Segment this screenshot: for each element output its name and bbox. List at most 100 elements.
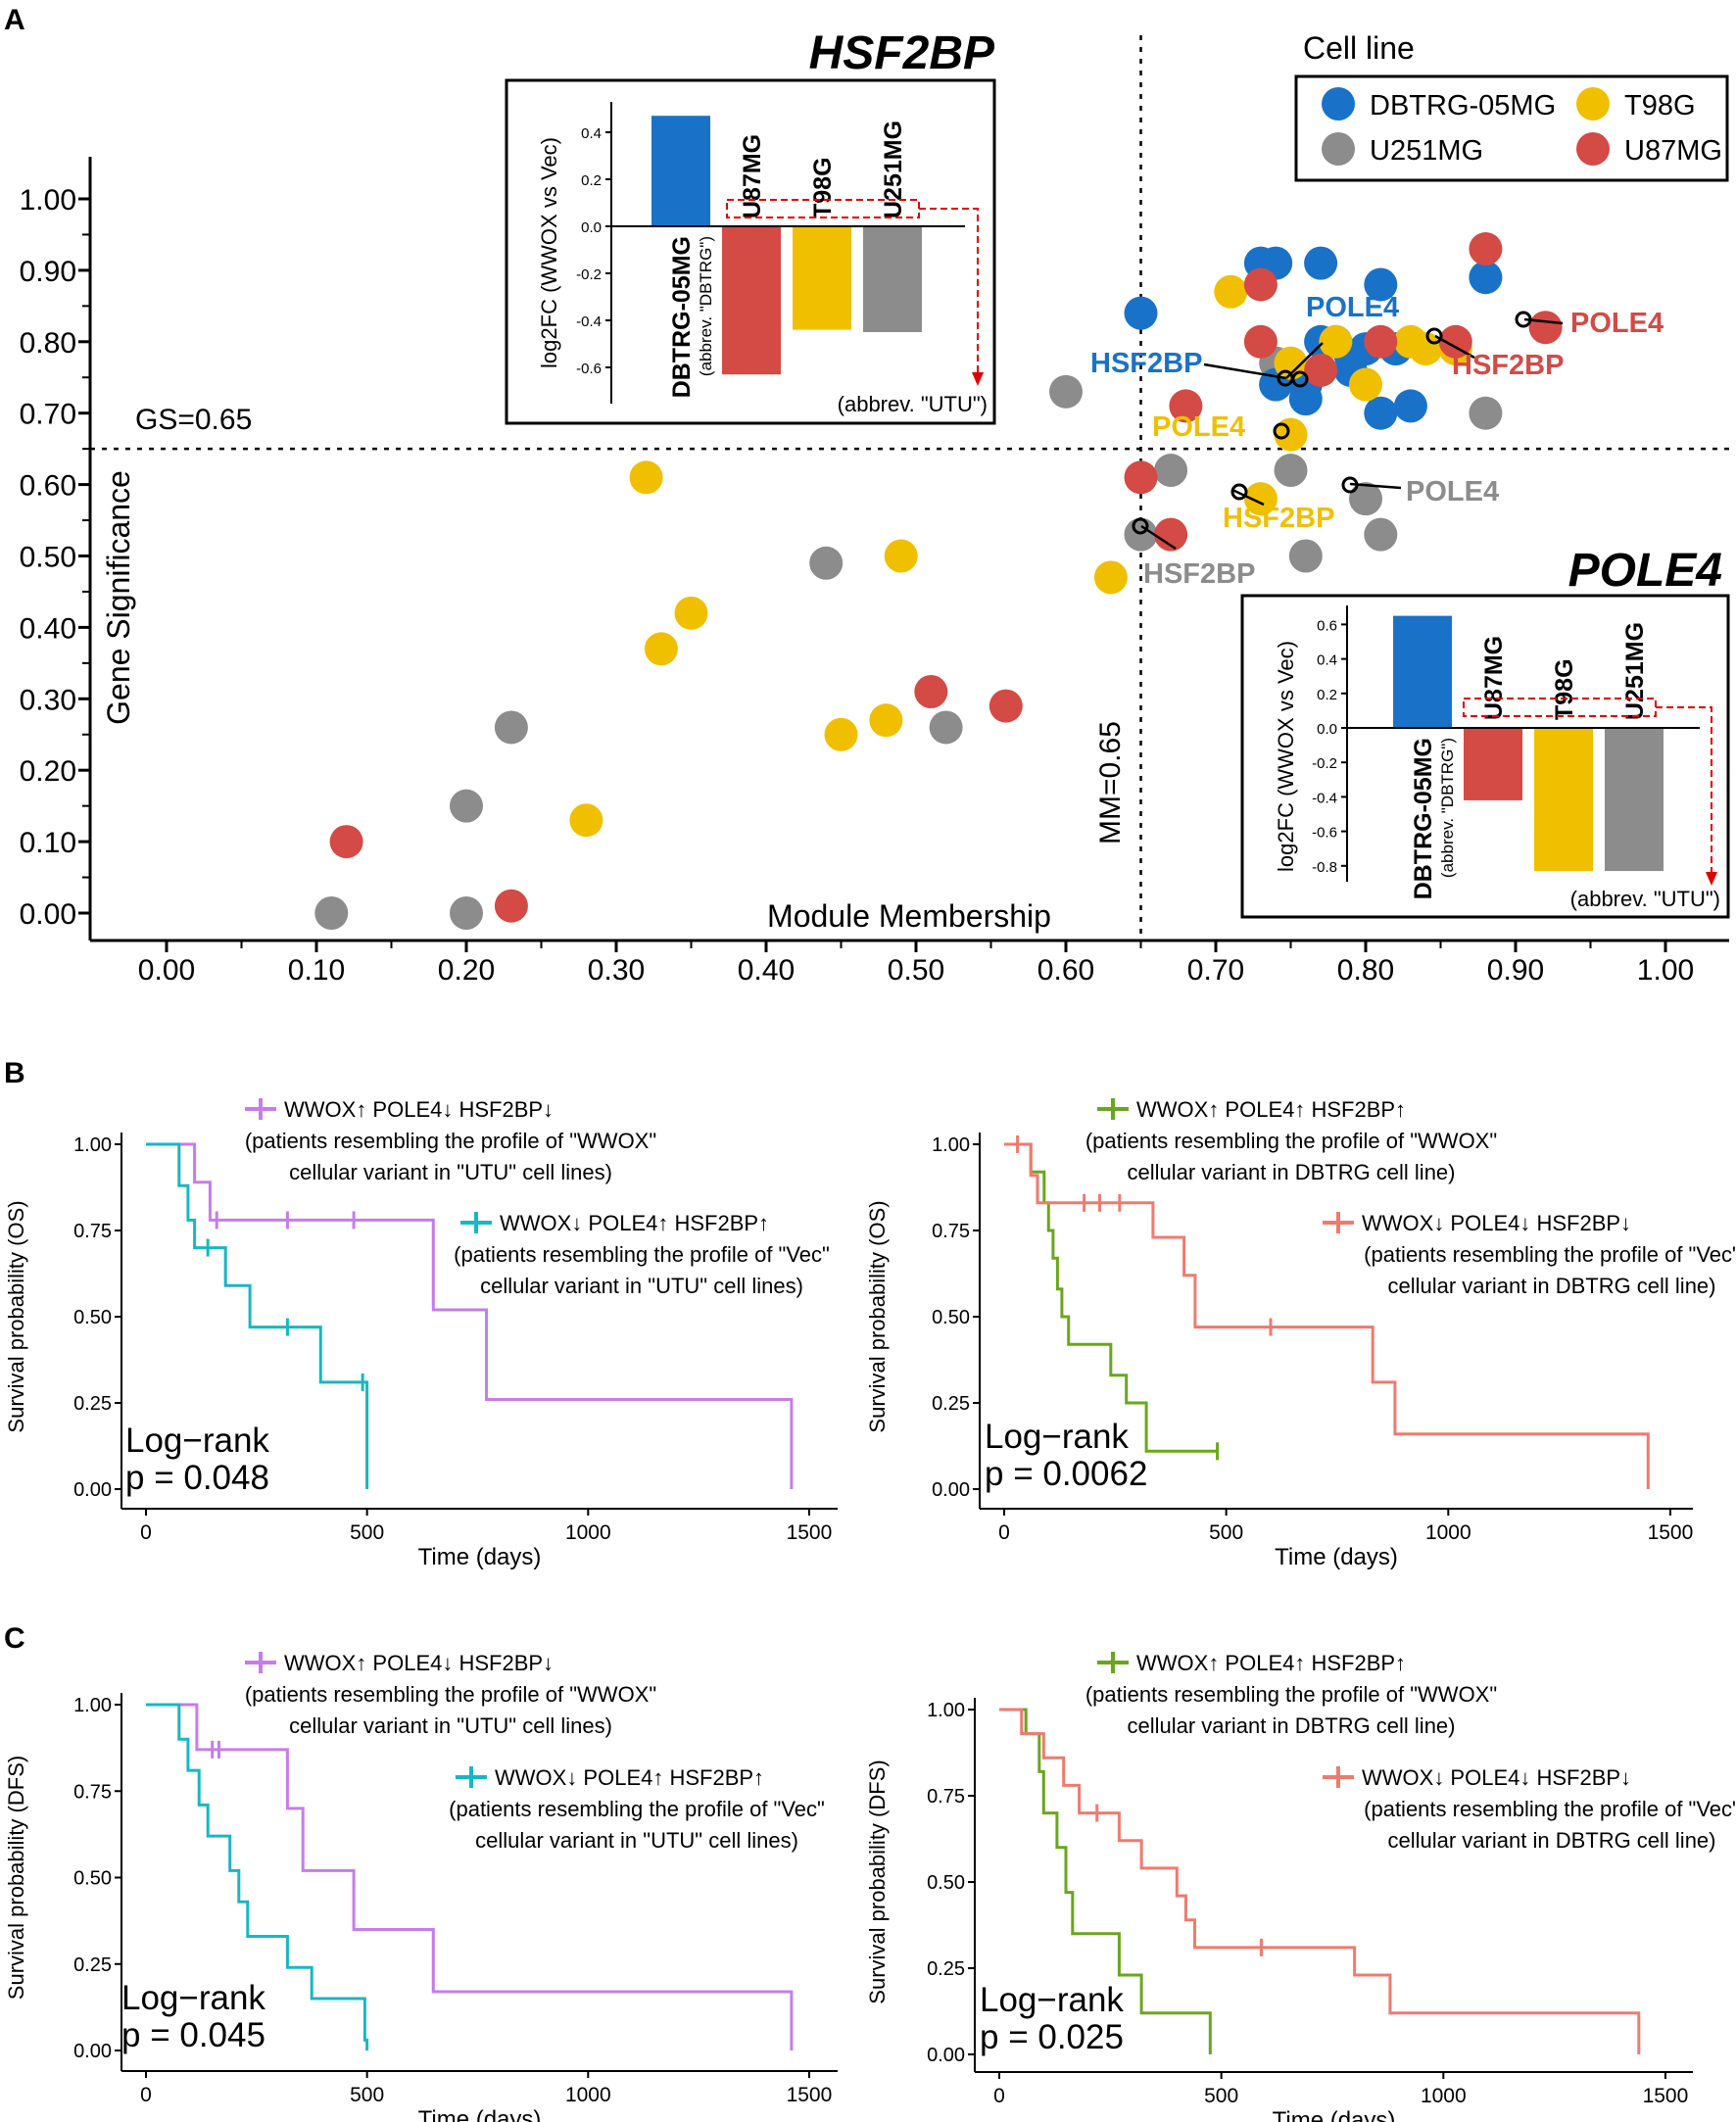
point-u87mg <box>1243 267 1278 302</box>
km-y-tick-label: 0.75 <box>932 1221 970 1242</box>
inset-bar-dbtrg-05mg <box>651 116 710 226</box>
point-t98g <box>1319 324 1353 359</box>
gs-label: GS=0.65 <box>135 404 252 436</box>
km-y-title: Survival probability (DFS) <box>865 1760 890 2003</box>
point-u87mg <box>1154 517 1188 552</box>
a-y-tick-label: 1.00 <box>20 184 76 217</box>
cell-line-legend: Cell line DBTRG-05MG T98G U251MG U87MG <box>1294 30 1729 182</box>
a-x-tick-label: 0.80 <box>1337 954 1394 987</box>
km-legend-title: WWOX↓ POLE4↓ HSF2BP↓ <box>1362 1765 1631 1790</box>
inset-bar-u251mg <box>863 226 922 332</box>
km-y-tick-label: 1.00 <box>73 1134 112 1156</box>
a-x-ticks <box>165 940 1667 952</box>
km-legend-line: cellular variant in DBTRG cell line) <box>1128 1160 1456 1184</box>
km-x-tick-label: 500 <box>350 1521 384 1544</box>
point-t98g <box>1409 332 1443 366</box>
a-y-tick-label: 0.60 <box>20 470 76 503</box>
inset-pole4: POLE4 0.6 0.4 0.2 0.0 -0.2 -0.4 -0.6 -0.8 log2F… <box>1240 545 1730 919</box>
inset-hsf2bp-bar-labels: DBTRG-05MG (abbrev. "DBTRG") U87MG T98G U251… <box>668 121 907 398</box>
a-x-title: Module Membership <box>767 898 1051 934</box>
inset-bar-sublabel: (abbrev. "DBTRG") <box>1438 738 1457 878</box>
point-dbtrg-05mg <box>1393 389 1427 423</box>
a-y-tick-label: 0.70 <box>20 399 76 431</box>
point-u251mg <box>1154 454 1188 488</box>
a-x-tick-label: 0.40 <box>738 954 795 987</box>
km-y-tick-label: 0.00 <box>927 2045 965 2066</box>
callout-hsf2bp-t98: HSF2BP <box>1223 503 1334 534</box>
km-logrank-label: Log−rank <box>125 1422 269 1460</box>
inset-bar-sublabel: (abbrev. "DBTRG") <box>697 236 715 376</box>
point-t98g <box>824 717 858 751</box>
highlight-ring <box>1132 517 1149 535</box>
point-t98g <box>1349 367 1382 402</box>
inset-bar-u251mg <box>1605 728 1664 872</box>
a-x-tick-label: 0.60 <box>1037 954 1094 987</box>
inset-hsf2bp-utu-arrow <box>919 208 979 374</box>
km-y-tick-label: 0.25 <box>932 1393 970 1415</box>
km-x-tick-label: 500 <box>350 2084 384 2106</box>
km-legend-line: cellular variant in "UTU" cell lines) <box>475 1828 798 1853</box>
mm-label: MM=0.65 <box>1094 721 1127 844</box>
point-dbtrg-05mg <box>1304 246 1338 280</box>
legend-dot-dbtrg <box>1322 87 1355 121</box>
point-u251mg <box>929 710 963 745</box>
point-u87mg <box>1124 460 1158 495</box>
km-legend-line: cellular variant in DBTRG cell line) <box>1128 1713 1456 1738</box>
km-x-tick-label: 0 <box>140 2084 152 2106</box>
km-y-tick-label: 1.00 <box>927 1700 965 1721</box>
inset-pole4-bar-labels: DBTRG-05MG (abbrev. "DBTRG") U87MG T98G U251… <box>1410 622 1649 899</box>
callout-pole4-t98: POLE4 <box>1152 411 1245 443</box>
km-curve-1 <box>146 1142 794 1489</box>
km-legend-line: (patients resembling the profile of "WWO… <box>1085 1682 1497 1707</box>
point-dbtrg-05mg <box>1364 396 1398 430</box>
km-x-tick-label: 0 <box>998 1521 1010 1544</box>
km-x-tick-label: 1500 <box>787 2084 833 2106</box>
km-curve-2 <box>1004 1142 1650 1489</box>
a-x-tick-label: 0.10 <box>288 954 345 987</box>
point-u251mg <box>1049 374 1083 409</box>
km-x-title: Time (days) <box>1273 2107 1396 2122</box>
point-dbtrg-05mg <box>1469 261 1503 295</box>
km-x-tick-label: 1000 <box>565 1521 611 1544</box>
km-legend-title: WWOX↑ POLE4↑ HSF2BP↑ <box>1136 1097 1406 1122</box>
legend-box <box>1294 74 1729 182</box>
point-t98g <box>629 460 663 495</box>
panel-label-c: C <box>4 1622 25 1655</box>
inset-bar-t98g <box>793 226 851 330</box>
inset-tick-label: 0.4 <box>1317 652 1337 669</box>
km-x-tick-label: 1500 <box>787 1521 833 1544</box>
point-u87mg <box>1243 324 1278 359</box>
point-u87mg <box>1528 311 1563 345</box>
point-t98g <box>884 539 918 573</box>
point-u87mg <box>1469 232 1503 266</box>
inset-pole4-bars <box>1393 615 1664 872</box>
legend-title: Cell line <box>1303 30 1415 66</box>
km-x-tick-label: 500 <box>1204 2085 1238 2107</box>
inset-tick-label: 0.2 <box>1317 687 1337 703</box>
km-x-tick-label: 1000 <box>1425 1521 1471 1544</box>
inset-bar-label: U251MG <box>880 121 907 218</box>
km-y-tick-label: 0.50 <box>927 1872 965 1894</box>
a-x-tick-label: 0.20 <box>438 954 495 987</box>
km-y-tick-label: 0.50 <box>73 1868 112 1890</box>
inset-tick-label: -0.2 <box>1312 755 1337 772</box>
km-x-tick-label: 0 <box>993 2085 1005 2107</box>
inset-bar-u87mg <box>1464 728 1522 800</box>
point-u87mg <box>1364 324 1398 359</box>
inset-pole4-y-ticks: 0.6 0.4 0.2 0.0 -0.2 -0.4 -0.6 -0.8 <box>1312 617 1347 876</box>
km-legend-line: (patients resembling the profile of "Vec… <box>454 1242 830 1267</box>
highlight-ring <box>1277 369 1294 387</box>
km-legend-title: WWOX↑ POLE4↓ HSF2BP↓ <box>284 1651 554 1675</box>
km-curve-1 <box>1004 1142 1218 1453</box>
point-u251mg <box>450 896 483 930</box>
inset-tick-label: -0.4 <box>1312 790 1337 806</box>
km-logrank-label: Log−rank <box>985 1418 1129 1456</box>
inset-pole4-utu-arrow <box>1656 706 1712 874</box>
inset-tick-label: 0.2 <box>581 172 602 189</box>
point-u251mg <box>494 710 528 745</box>
point-u251mg <box>450 789 483 823</box>
inset-bar-label: T98G <box>809 157 837 218</box>
km-legend-line: (patients resembling the profile of "WWO… <box>245 1682 656 1707</box>
a-x-tick-label: 1.00 <box>1637 954 1694 987</box>
km-x-tick-label: 1000 <box>565 2084 611 2106</box>
